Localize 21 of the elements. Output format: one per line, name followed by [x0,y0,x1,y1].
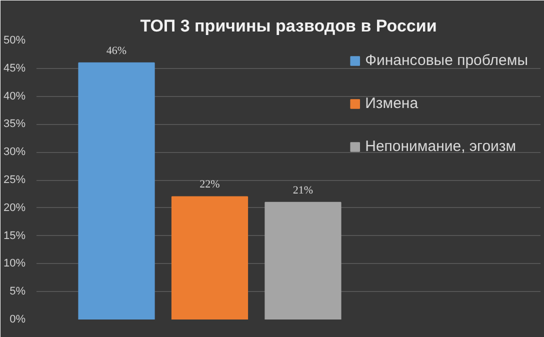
legend-label: Финансовые проблемы [365,52,528,69]
data-label: 22% [200,178,220,191]
data-label: 46% [106,44,127,57]
y-tick-label: 10% [3,258,26,270]
y-tick-label: 35% [3,118,26,130]
chart-title: ТОП 3 причины разводов в России [140,16,437,36]
legend-label: Непонимание, эгоизм [365,138,516,155]
bar [171,196,248,320]
y-tick-label: 15% [3,230,26,242]
y-tick-label: 25% [3,174,26,186]
data-label: 21% [292,184,314,196]
bar [264,202,342,320]
y-tick-label: 45% [3,62,26,74]
y-tick-label: 5% [10,286,26,298]
y-tick-label: 50% [3,34,26,46]
y-tick-label: 40% [3,90,26,102]
y-tick-label: 30% [3,146,26,158]
legend-label: Измена [365,95,418,112]
y-tick-label: 0% [10,314,26,326]
y-tick-label: 20% [3,202,26,214]
bar [78,62,155,320]
